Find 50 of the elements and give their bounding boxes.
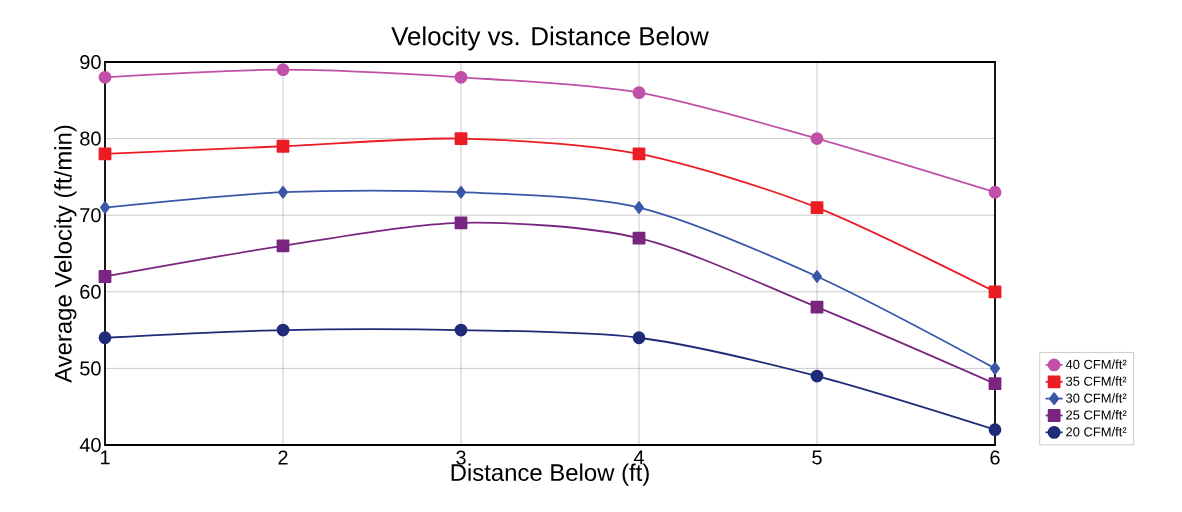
y-tick-label: 50 — [80, 361, 101, 376]
point — [988, 423, 1002, 437]
legend-label: 40 CFM/ft² — [1065, 359, 1127, 369]
point — [454, 70, 468, 84]
y-tick-label: 90 — [80, 54, 101, 70]
x-axis-title: Distance Below (ft) — [451, 463, 649, 486]
point — [98, 331, 112, 345]
point — [988, 377, 1002, 391]
x-tick-label: 2 — [278, 450, 288, 465]
point — [633, 201, 645, 214]
point — [276, 323, 290, 337]
y-tick-label: 60 — [80, 284, 101, 299]
point — [454, 216, 468, 230]
legend-label: 35 CFM/ft² — [1066, 376, 1127, 386]
x-tick-label: 6 — [990, 450, 1000, 465]
legend-label: 25 CFM/ft² — [1066, 410, 1127, 420]
x-tick-label: 3 — [456, 450, 466, 465]
y-tick-label: 80 — [80, 131, 101, 146]
point — [810, 132, 824, 145]
point — [276, 63, 290, 77]
point — [276, 139, 290, 153]
point — [989, 362, 1001, 375]
point — [455, 185, 467, 199]
point — [810, 300, 824, 314]
point — [454, 323, 468, 337]
point — [811, 270, 823, 283]
point — [454, 132, 468, 145]
y-tick-label: 70 — [80, 208, 101, 223]
point — [988, 185, 1002, 199]
legend-label: 30 CFM/ft² — [1066, 393, 1127, 403]
point — [810, 201, 824, 214]
x-tick-label: 5 — [812, 450, 822, 465]
y-tick-label: 40 — [79, 437, 101, 453]
point — [632, 147, 646, 161]
legend-label: 20 CFM/ft² — [1066, 426, 1127, 437]
x-tick-label: 4 — [633, 450, 644, 465]
point — [277, 185, 289, 199]
point — [632, 231, 646, 245]
point — [98, 270, 112, 283]
chart-title: Velocity vs. Distance Below — [391, 26, 709, 51]
x-tick-label: 1 — [100, 450, 110, 465]
point — [276, 239, 290, 253]
point — [99, 201, 111, 214]
point — [632, 86, 646, 100]
point — [632, 331, 646, 345]
point — [98, 147, 112, 161]
point — [810, 369, 824, 383]
point — [988, 285, 1002, 299]
point — [98, 70, 112, 84]
y-axis-title: Average Velocity (ft/min) — [54, 125, 77, 383]
